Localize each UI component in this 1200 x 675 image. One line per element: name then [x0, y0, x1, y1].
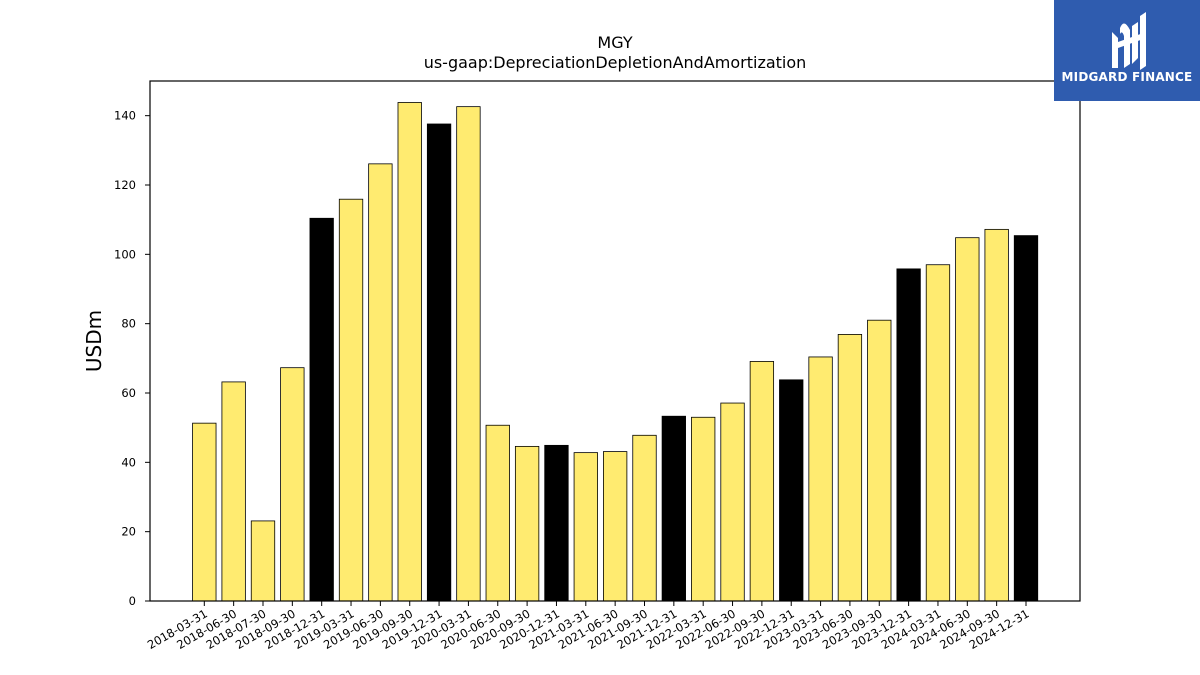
bar — [691, 416, 716, 602]
bar — [632, 434, 657, 602]
y-tick-label: 80 — [121, 317, 136, 331]
bar — [808, 356, 833, 602]
bar — [368, 163, 393, 602]
bar — [720, 402, 745, 602]
y-axis-label: USDm — [82, 310, 106, 372]
x-ticks: 2018-03-312018-06-302018-07-302018-09-30… — [145, 601, 1032, 652]
bar — [1013, 235, 1039, 602]
y-tick-label: 0 — [129, 594, 136, 608]
bar — [514, 445, 540, 602]
y-tick-label: 140 — [114, 109, 136, 123]
y-tick-label: 100 — [114, 247, 136, 261]
bar — [426, 123, 452, 602]
bar — [749, 361, 775, 602]
bar — [544, 444, 569, 602]
bar — [925, 264, 951, 602]
y-tick-label: 120 — [114, 178, 136, 192]
y-ticks: 0 20 40 60 80 100 120 140 — [114, 109, 150, 608]
chart-subtitle: us-gaap:DepreciationDepletionAndAmortiza… — [424, 53, 807, 72]
bar — [573, 452, 598, 602]
bar — [338, 198, 364, 602]
bar — [250, 520, 276, 602]
bar — [837, 334, 863, 602]
y-tick-label: 40 — [121, 455, 136, 469]
bars-layer — [192, 102, 1039, 602]
bar — [779, 379, 804, 602]
bar — [192, 422, 217, 602]
midgard-finance-logo: MIDGARD FINANCE — [1054, 0, 1200, 101]
bar — [603, 451, 628, 602]
bar — [661, 415, 686, 602]
bar — [397, 102, 422, 602]
logo-text: MIDGARD FINANCE — [1061, 70, 1193, 84]
bar — [221, 381, 246, 602]
bar — [485, 424, 510, 602]
logo-mark-icon — [1112, 12, 1146, 70]
bar — [309, 217, 334, 602]
bar — [955, 237, 980, 602]
bar — [280, 367, 305, 602]
chart-title: MGY — [597, 33, 632, 52]
bar — [867, 319, 892, 602]
plot-frame — [149, 80, 1081, 602]
bar — [984, 228, 1009, 602]
y-tick-label: 60 — [121, 386, 136, 400]
bar — [896, 268, 921, 602]
bar — [456, 106, 481, 602]
y-tick-label: 20 — [121, 525, 136, 539]
